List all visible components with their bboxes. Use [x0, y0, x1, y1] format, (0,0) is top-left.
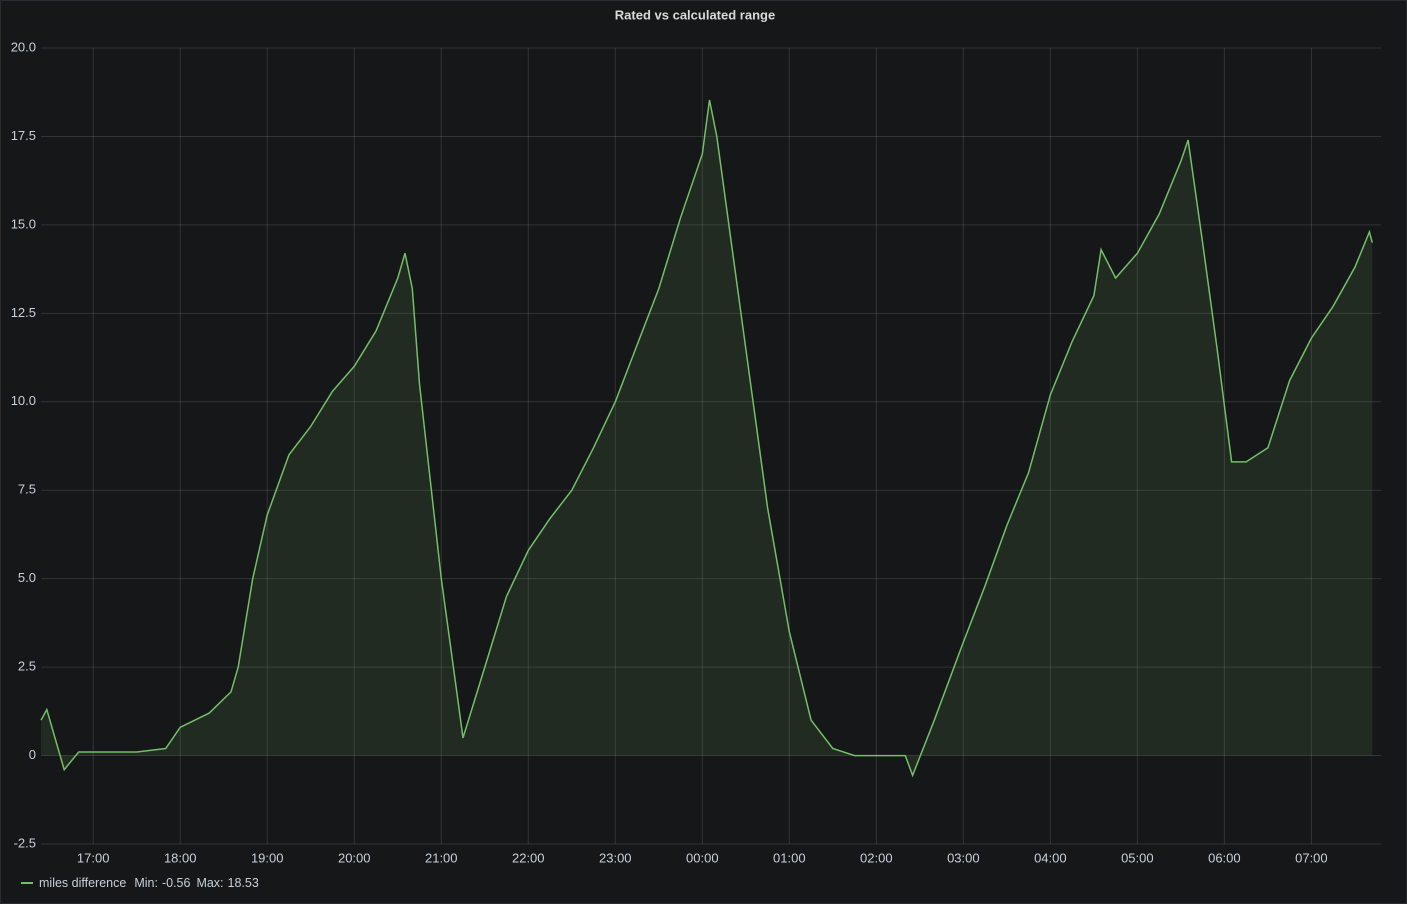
x-tick-label: 20:00 [338, 850, 371, 865]
x-tick-label: 04:00 [1034, 850, 1067, 865]
y-tick-label: 12.5 [11, 305, 36, 320]
x-tick-label: 00:00 [686, 850, 719, 865]
legend-stat-value: 18.53 [227, 876, 259, 890]
x-tick-label: 07:00 [1295, 850, 1328, 865]
chart-title: Rated vs calculated range [615, 7, 775, 22]
y-tick-label: 10.0 [11, 393, 36, 408]
legend-label: miles difference [39, 876, 127, 890]
legend: miles difference Min: -0.56 Max: 18.53 [21, 876, 259, 890]
x-tick-label: 21:00 [425, 850, 458, 865]
x-tick-label: 22:00 [512, 850, 545, 865]
y-tick-label: 20.0 [11, 39, 36, 54]
x-tick-label: 23:00 [599, 850, 632, 865]
legend-swatch [21, 882, 33, 884]
y-tick-label: 5.0 [18, 570, 36, 585]
area-fill [41, 100, 1373, 776]
chart: Rated vs calculated range -2.5 0 2.5 5.0 7.5… [11, 7, 1381, 865]
x-tick-label: 18:00 [164, 850, 197, 865]
x-tick-label: 17:00 [77, 850, 110, 865]
y-tick-label: 7.5 [18, 482, 36, 497]
legend-stat-value: -0.56 [161, 876, 191, 890]
legend-stat-label: Max: [196, 876, 224, 890]
x-tick-label: 19:00 [251, 850, 284, 865]
x-tick-label: 03:00 [947, 850, 980, 865]
y-tick-label: 0 [29, 747, 36, 762]
line [40, 99, 1374, 778]
y-tick-label: 17.5 [11, 128, 36, 143]
x-tick-label: 01:00 [773, 850, 806, 865]
y-tick-label: -2.5 [14, 835, 36, 850]
y-tick-label: 15.0 [11, 216, 36, 231]
legend-stat-label: Min: [134, 876, 158, 890]
x-tick-label: 06:00 [1208, 850, 1241, 865]
x-tick-label: 05:00 [1121, 850, 1154, 865]
x-tick-label: 02:00 [860, 850, 893, 865]
y-tick-label: 2.5 [18, 659, 36, 674]
